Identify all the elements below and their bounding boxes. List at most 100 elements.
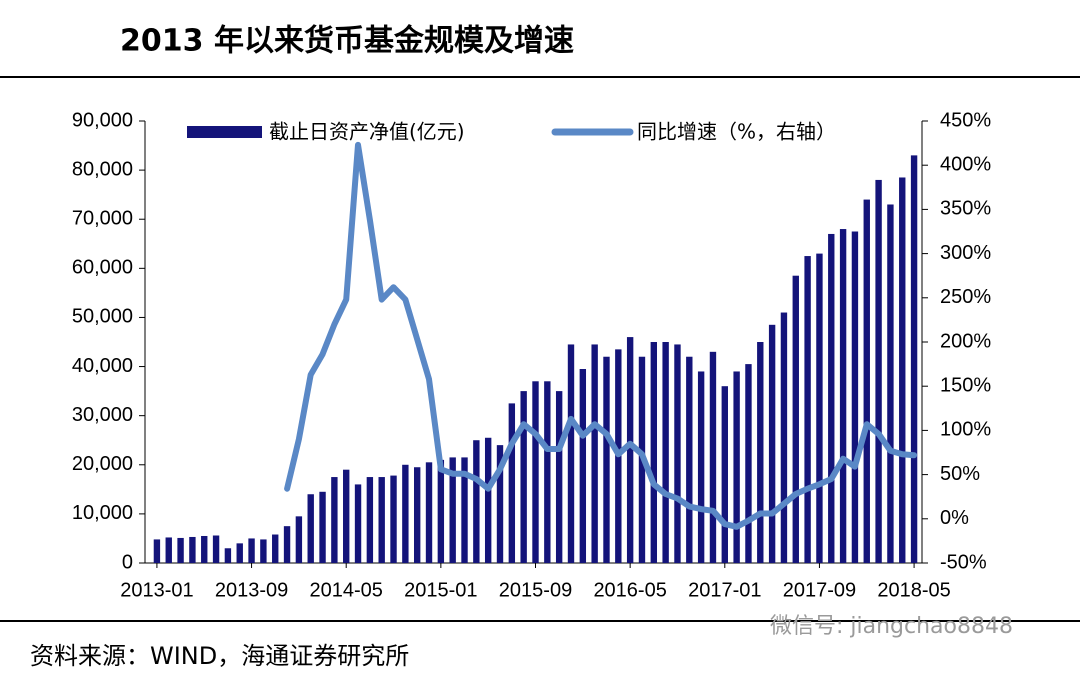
bar xyxy=(626,337,634,563)
bar xyxy=(662,342,669,563)
y-tick-label: 60,000 xyxy=(72,257,133,279)
bar xyxy=(413,467,421,563)
x-tick-label: 2018-05 xyxy=(877,579,950,601)
bar xyxy=(875,179,882,563)
line xyxy=(284,141,918,530)
x-tick-label: 2016-05 xyxy=(593,579,666,601)
bar xyxy=(899,177,906,563)
y2-tick-label: 250% xyxy=(940,286,991,308)
bar xyxy=(212,535,220,563)
bar xyxy=(863,199,870,564)
y2-tick-label: 100% xyxy=(940,419,991,441)
x-tick-label: 2013-01 xyxy=(120,579,193,601)
bar xyxy=(437,459,445,563)
bar xyxy=(449,457,456,563)
x-tick-label: 2013-09 xyxy=(215,579,288,601)
bar xyxy=(236,543,243,563)
bar xyxy=(177,537,184,563)
bar xyxy=(721,386,728,563)
y2-tick-label: 150% xyxy=(940,374,991,396)
bar xyxy=(331,477,338,563)
bar xyxy=(224,548,232,563)
bar xyxy=(555,391,563,563)
bar xyxy=(260,539,267,563)
chart-title: 2013 年以来货币基金规模及增速 xyxy=(120,24,574,59)
bar xyxy=(508,403,516,563)
y-tick-label: 70,000 xyxy=(72,208,133,230)
bar xyxy=(425,462,433,563)
bar xyxy=(366,477,374,563)
bar xyxy=(201,535,208,563)
bar xyxy=(473,440,480,563)
y2-tick-label: -50% xyxy=(940,551,987,573)
bar xyxy=(567,344,575,563)
y-tick-label: 10,000 xyxy=(72,502,133,524)
y-tick-label: 20,000 xyxy=(72,453,133,475)
x-tick-label: 2017-01 xyxy=(688,579,761,601)
bar xyxy=(709,351,717,563)
bar xyxy=(295,516,303,563)
bar xyxy=(674,344,681,563)
legend-swatch xyxy=(187,126,262,138)
bar xyxy=(248,538,255,563)
bar xyxy=(745,364,752,563)
bar xyxy=(378,477,385,563)
y2-tick-label: 300% xyxy=(940,242,991,264)
bar xyxy=(520,391,527,563)
y2-tick-label: 200% xyxy=(940,330,991,352)
bar xyxy=(319,491,326,563)
bar xyxy=(839,229,847,564)
bar xyxy=(283,526,291,563)
y-tick-label: 0 xyxy=(122,551,133,573)
bar xyxy=(828,233,835,563)
y2-tick-label: 50% xyxy=(940,463,980,485)
bar xyxy=(816,253,823,563)
y-tick-label: 80,000 xyxy=(72,158,133,180)
bar xyxy=(650,342,658,563)
y-tick-label: 40,000 xyxy=(72,355,133,377)
bar xyxy=(272,534,279,563)
bar xyxy=(910,155,918,563)
legend-label: 截止日资产净值(亿元) xyxy=(269,120,465,144)
x-tick-label: 2015-09 xyxy=(499,579,572,601)
bar xyxy=(307,494,314,563)
watermark: 微信号: jiangchao8848 xyxy=(770,614,1013,639)
bar xyxy=(165,537,172,563)
y-tick-label: 30,000 xyxy=(72,404,133,426)
bar xyxy=(153,539,161,563)
bar xyxy=(354,484,362,563)
bar xyxy=(544,381,551,563)
bar xyxy=(792,275,799,563)
x-tick-label: 2017-09 xyxy=(783,579,856,601)
bar xyxy=(390,475,397,563)
bar xyxy=(757,342,764,563)
bar xyxy=(532,381,539,563)
y2-tick-label: 450% xyxy=(940,109,991,131)
bar xyxy=(887,204,894,563)
bar xyxy=(697,371,705,563)
bar xyxy=(780,312,788,563)
bar xyxy=(603,356,610,563)
source: 资料来源：WIND，海通证券研究所 xyxy=(30,642,409,670)
bar xyxy=(484,437,492,563)
x-tick-label: 2015-01 xyxy=(404,579,477,601)
bar xyxy=(496,445,504,563)
y2-tick-label: 350% xyxy=(940,198,991,220)
bar xyxy=(343,469,350,563)
bar xyxy=(804,256,811,563)
bar xyxy=(591,344,598,563)
bar xyxy=(461,457,468,563)
x-tick-label: 2014-05 xyxy=(310,579,383,601)
bar xyxy=(768,324,776,563)
y-tick-label: 50,000 xyxy=(72,306,133,328)
y-tick-label: 90,000 xyxy=(72,109,133,131)
y2-tick-label: 400% xyxy=(940,153,991,175)
bar xyxy=(851,231,859,563)
bar xyxy=(189,536,196,563)
legend-label: 同比增速（%，右轴） xyxy=(637,120,836,144)
bar xyxy=(733,371,740,563)
bar xyxy=(402,464,409,563)
bar xyxy=(579,369,587,563)
bar xyxy=(686,356,693,563)
